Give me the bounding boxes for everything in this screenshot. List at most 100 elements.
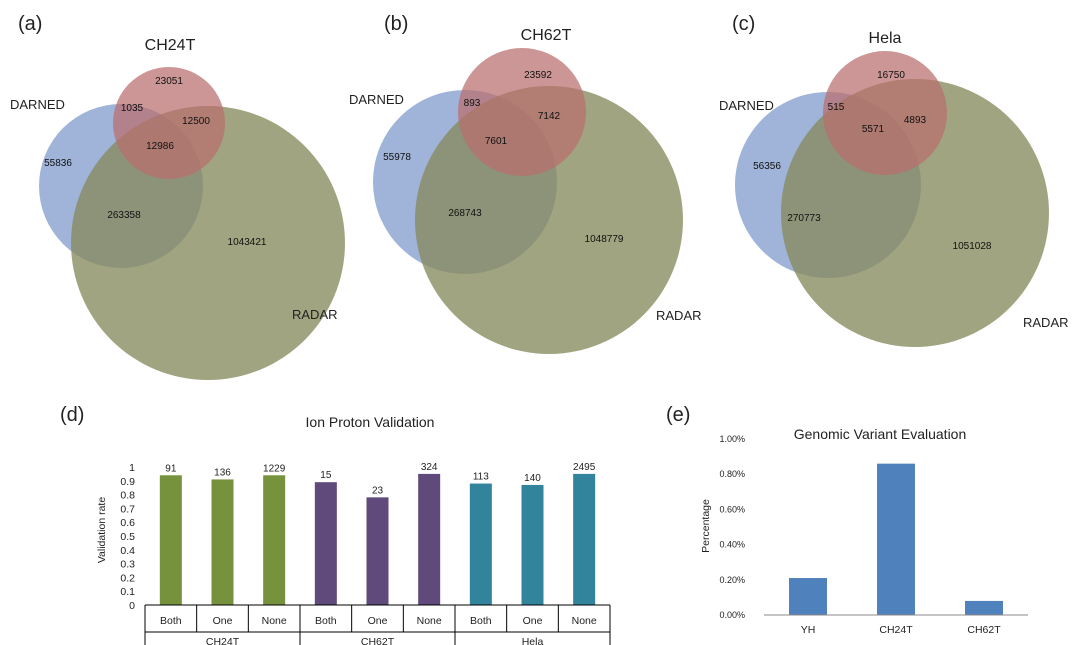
bar <box>789 578 827 615</box>
y-tick-label: 0.20% <box>719 575 745 585</box>
y-axis-label: Validation rate <box>96 497 108 564</box>
bar <box>159 475 182 605</box>
x-category-label: Both <box>315 615 337 627</box>
region-top-only: 16750 <box>877 70 905 81</box>
region-radar-only: 1043421 <box>228 237 267 248</box>
data-labels: 91 136 1229 15 23 324 113 140 2495 <box>165 462 595 496</box>
y-tick-label: 0.1 <box>120 586 135 598</box>
bars <box>159 473 596 605</box>
ch24t-circle <box>113 67 225 179</box>
y-tick-label: 0.40% <box>719 540 745 550</box>
x-group-label: CH62T <box>361 636 395 645</box>
data-label: 91 <box>165 463 177 474</box>
x-category-label: One <box>523 615 543 627</box>
y-axis-ticks: 0 0.1 0.20.3 0.4 0.5 0.6 0.70.8 0.9 1 <box>120 462 135 612</box>
x-axis: YH CH24T CH62T <box>764 614 1028 636</box>
region-darned-top: 1035 <box>121 103 144 114</box>
region-all-three: 12986 <box>146 141 174 152</box>
region-all-three: 5571 <box>862 124 885 135</box>
region-darned-radar: 263358 <box>107 210 141 221</box>
x-category-label: None <box>572 615 597 627</box>
panel-label-e: (e) <box>666 404 690 426</box>
data-label: 1229 <box>263 463 286 474</box>
x-category-label: CH62T <box>967 624 1001 636</box>
y-tick-label: 0.9 <box>120 476 135 488</box>
y-tick-label: 0 <box>129 600 135 612</box>
x-group-label: Hela <box>522 636 544 645</box>
bar <box>573 473 596 605</box>
region-darned-top: 893 <box>464 98 481 109</box>
hela-circle <box>823 51 947 175</box>
data-label: 136 <box>214 467 231 478</box>
bars <box>789 463 1003 615</box>
chart-title: Genomic Variant Evaluation <box>794 426 967 442</box>
set-label-radar: RADAR <box>656 308 702 323</box>
region-top-only: 23592 <box>524 70 552 81</box>
bar <box>263 475 286 605</box>
y-axis-ticks: 0.00% 0.20% 0.40% 0.60% 0.80% 1.00% <box>719 434 745 620</box>
set-label-radar: RADAR <box>1023 315 1069 330</box>
set-label-darned: DARNED <box>349 92 404 107</box>
bar <box>469 483 492 605</box>
region-radar-only: 1048779 <box>585 234 624 245</box>
region-top-only: 23051 <box>155 76 183 87</box>
y-tick-label: 0.5 <box>120 531 135 543</box>
x-category-label: None <box>417 615 442 627</box>
x-group-label: CH24T <box>206 636 240 645</box>
bar <box>965 600 1003 615</box>
y-tick-label: 1.00% <box>719 434 745 444</box>
region-darned-radar: 268743 <box>448 208 482 219</box>
x-category-label: One <box>368 615 388 627</box>
region-darned-only: 55978 <box>383 152 411 163</box>
y-axis-label: Percentage <box>700 499 712 553</box>
y-tick-label: 1 <box>129 462 135 474</box>
x-axis: Both One None Both One None Both One None CH24T CH… <box>144 604 611 645</box>
panel-label-a: (a) <box>18 13 42 35</box>
region-top-radar: 7142 <box>538 111 561 122</box>
y-tick-label: 0.3 <box>120 559 135 571</box>
radar-circle <box>71 106 345 380</box>
x-category-label: Both <box>160 615 182 627</box>
data-label: 15 <box>320 470 332 481</box>
data-label: 2495 <box>573 462 596 473</box>
region-darned-top: 515 <box>828 102 845 113</box>
region-radar-only: 1051028 <box>953 241 992 252</box>
data-label: 324 <box>421 462 438 473</box>
venn-title: CH62T <box>521 27 572 44</box>
y-tick-label: 0.8 <box>120 490 135 502</box>
venn-panel-hela: (c) Hela DARNED RADAR 16750 515 4893 557… <box>719 13 1069 347</box>
y-tick-label: 0.2 <box>120 572 135 584</box>
venn-title: CH24T <box>145 37 196 54</box>
bar <box>314 482 337 605</box>
venn-title: Hela <box>869 30 902 47</box>
data-label: 140 <box>524 473 541 484</box>
genomic-variant-evaluation-chart: (e) Genomic Variant Evaluation Percentag… <box>666 404 1028 636</box>
region-darned-radar: 270773 <box>787 213 821 224</box>
bar <box>521 484 544 605</box>
region-darned-only: 56356 <box>753 161 781 172</box>
venn-panel-ch62t: (b) CH62T DARNED RADAR 23592 893 7142 76… <box>349 13 702 354</box>
ion-proton-validation-chart: (d) Ion Proton Validation Validation rat… <box>60 404 611 645</box>
y-tick-label: 0.7 <box>120 503 135 515</box>
panel-label-b: (b) <box>384 13 408 35</box>
region-darned-only: 55836 <box>44 158 72 169</box>
y-tick-label: 0.80% <box>719 469 745 479</box>
panel-label-d: (d) <box>60 404 84 426</box>
set-label-darned: DARNED <box>10 97 65 112</box>
region-top-radar: 4893 <box>904 115 927 126</box>
panel-label-c: (c) <box>732 13 755 35</box>
bar <box>366 497 389 605</box>
data-label: 113 <box>473 472 489 483</box>
y-tick-label: 0.6 <box>120 517 135 529</box>
x-category-label: None <box>262 615 287 627</box>
set-label-radar: RADAR <box>292 307 338 322</box>
venn-panel-ch24t: (a) CH24T DARNED RADAR 23051 1035 12500 … <box>10 13 345 380</box>
x-category-label: YH <box>801 624 816 636</box>
y-tick-label: 0.60% <box>719 504 745 514</box>
set-label-darned: DARNED <box>719 98 774 113</box>
y-tick-label: 0.00% <box>719 610 745 620</box>
y-tick-label: 0.4 <box>120 545 135 557</box>
chart-title: Ion Proton Validation <box>306 414 435 430</box>
